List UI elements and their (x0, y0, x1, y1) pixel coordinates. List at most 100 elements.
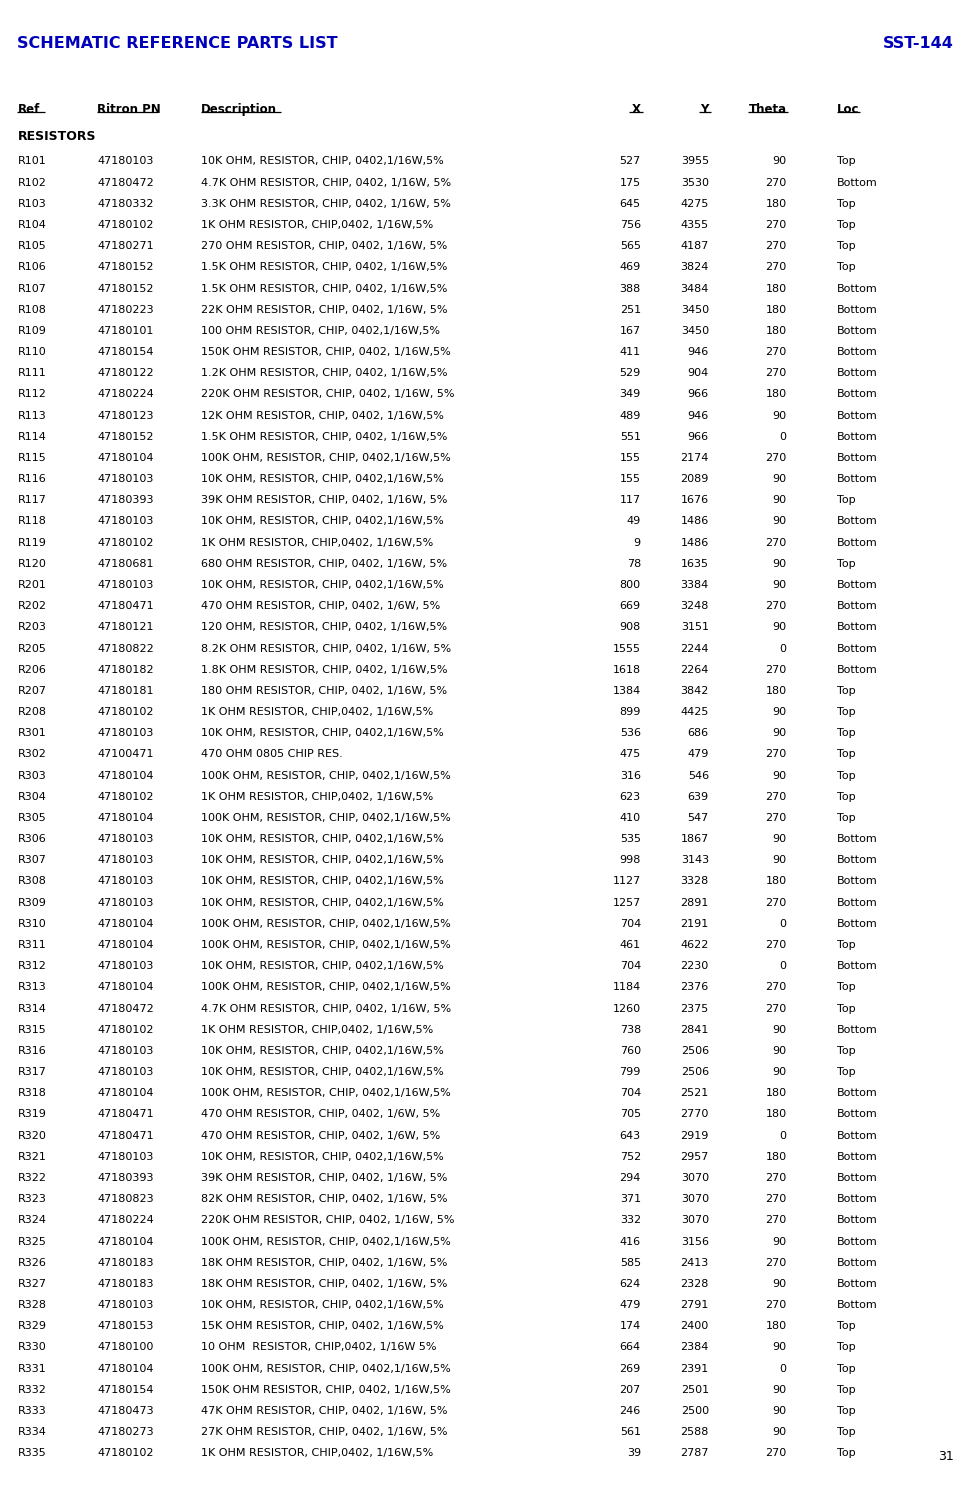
Text: 180: 180 (765, 304, 787, 314)
Text: 47180471: 47180471 (97, 1110, 153, 1119)
Text: 535: 535 (619, 834, 641, 845)
Text: R102: R102 (17, 177, 47, 188)
Text: Top: Top (837, 749, 855, 760)
Text: R118: R118 (17, 517, 47, 526)
Text: 39: 39 (626, 1448, 641, 1459)
Text: 1867: 1867 (681, 834, 709, 845)
Text: 47180104: 47180104 (97, 1088, 153, 1098)
Text: Bottom: Bottom (837, 1216, 878, 1225)
Text: 90: 90 (772, 517, 787, 526)
Text: Bottom: Bottom (837, 855, 878, 866)
Text: 47180102: 47180102 (97, 1448, 153, 1459)
Text: 47180100: 47180100 (97, 1342, 153, 1353)
Text: R103: R103 (17, 198, 47, 209)
Text: 10 OHM  RESISTOR, CHIP,0402, 1/16W 5%: 10 OHM RESISTOR, CHIP,0402, 1/16W 5% (201, 1342, 437, 1353)
Text: 18K OHM RESISTOR, CHIP, 0402, 1/16W, 5%: 18K OHM RESISTOR, CHIP, 0402, 1/16W, 5% (201, 1278, 448, 1289)
Text: 547: 547 (687, 814, 709, 822)
Text: Bottom: Bottom (837, 389, 878, 399)
Text: 10K OHM, RESISTOR, CHIP, 0402,1/16W,5%: 10K OHM, RESISTOR, CHIP, 0402,1/16W,5% (201, 876, 444, 887)
Text: R106: R106 (17, 262, 47, 273)
Text: 47180471: 47180471 (97, 600, 153, 611)
Text: Bottom: Bottom (837, 1152, 878, 1162)
Text: R305: R305 (17, 814, 47, 822)
Text: 47180103: 47180103 (97, 876, 153, 887)
Text: 270: 270 (765, 368, 787, 378)
Text: 90: 90 (772, 834, 787, 845)
Text: 536: 536 (619, 729, 641, 738)
Text: 47180103: 47180103 (97, 729, 153, 738)
Text: 639: 639 (687, 791, 709, 802)
Text: 47180393: 47180393 (97, 495, 153, 505)
Text: 90: 90 (772, 559, 787, 569)
Text: 47180104: 47180104 (97, 982, 153, 992)
Text: 47180181: 47180181 (97, 685, 153, 696)
Text: 180 OHM RESISTOR, CHIP, 0402, 1/16W, 5%: 180 OHM RESISTOR, CHIP, 0402, 1/16W, 5% (201, 685, 447, 696)
Text: 47180473: 47180473 (97, 1407, 153, 1416)
Text: 270: 270 (765, 221, 787, 229)
Text: 90: 90 (772, 770, 787, 781)
Text: 47180823: 47180823 (97, 1193, 153, 1204)
Text: 251: 251 (619, 304, 641, 314)
Text: 479: 479 (619, 1301, 641, 1310)
Text: 47180183: 47180183 (97, 1278, 153, 1289)
Text: R107: R107 (17, 283, 47, 294)
Text: 3955: 3955 (681, 156, 709, 167)
Text: 998: 998 (619, 855, 641, 866)
Text: 349: 349 (619, 389, 641, 399)
Text: 686: 686 (687, 729, 709, 738)
Text: 47180182: 47180182 (97, 665, 153, 675)
Text: 624: 624 (619, 1278, 641, 1289)
Text: 270: 270 (765, 940, 787, 951)
Text: 90: 90 (772, 729, 787, 738)
Text: 47180104: 47180104 (97, 814, 153, 822)
Text: Top: Top (837, 982, 855, 992)
Text: R110: R110 (17, 347, 47, 358)
Text: 8.2K OHM RESISTOR, CHIP, 0402, 1/16W, 5%: 8.2K OHM RESISTOR, CHIP, 0402, 1/16W, 5% (201, 644, 452, 654)
Text: 90: 90 (772, 1407, 787, 1416)
Text: 3143: 3143 (681, 855, 709, 866)
Text: Bottom: Bottom (837, 600, 878, 611)
Text: 4.7K OHM RESISTOR, CHIP, 0402, 1/16W, 5%: 4.7K OHM RESISTOR, CHIP, 0402, 1/16W, 5% (201, 177, 452, 188)
Text: 1676: 1676 (681, 495, 709, 505)
Text: Description: Description (201, 103, 277, 116)
Text: 1384: 1384 (613, 685, 641, 696)
Text: 680 OHM RESISTOR, CHIP, 0402, 1/16W, 5%: 680 OHM RESISTOR, CHIP, 0402, 1/16W, 5% (201, 559, 447, 569)
Text: 270: 270 (765, 1301, 787, 1310)
Text: R206: R206 (17, 665, 47, 675)
Text: Top: Top (837, 221, 855, 229)
Text: 10K OHM, RESISTOR, CHIP, 0402,1/16W,5%: 10K OHM, RESISTOR, CHIP, 0402,1/16W,5% (201, 156, 444, 167)
Text: 529: 529 (619, 368, 641, 378)
Text: R326: R326 (17, 1258, 47, 1268)
Text: R320: R320 (17, 1131, 47, 1141)
Text: 270: 270 (765, 814, 787, 822)
Text: 2174: 2174 (681, 453, 709, 463)
Text: 90: 90 (772, 1237, 787, 1247)
Text: 47180102: 47180102 (97, 791, 153, 802)
Text: R201: R201 (17, 580, 47, 590)
Text: 10K OHM, RESISTOR, CHIP, 0402,1/16W,5%: 10K OHM, RESISTOR, CHIP, 0402,1/16W,5% (201, 474, 444, 484)
Text: Bottom: Bottom (837, 1025, 878, 1034)
Text: 1.2K OHM RESISTOR, CHIP, 0402, 1/16W,5%: 1.2K OHM RESISTOR, CHIP, 0402, 1/16W,5% (201, 368, 448, 378)
Text: 3.3K OHM RESISTOR, CHIP, 0402, 1/16W, 5%: 3.3K OHM RESISTOR, CHIP, 0402, 1/16W, 5% (201, 198, 451, 209)
Text: 270: 270 (765, 665, 787, 675)
Text: 1127: 1127 (613, 876, 641, 887)
Text: Top: Top (837, 156, 855, 167)
Text: R333: R333 (17, 1407, 47, 1416)
Text: 180: 180 (765, 1322, 787, 1331)
Text: 388: 388 (619, 283, 641, 294)
Text: 3070: 3070 (681, 1216, 709, 1225)
Text: 966: 966 (687, 389, 709, 399)
Text: Top: Top (837, 1046, 855, 1056)
Text: 47180121: 47180121 (97, 623, 153, 632)
Text: 800: 800 (619, 580, 641, 590)
Text: 90: 90 (772, 156, 787, 167)
Text: 546: 546 (687, 770, 709, 781)
Text: R313: R313 (17, 982, 47, 992)
Text: 2376: 2376 (681, 982, 709, 992)
Text: 167: 167 (619, 326, 641, 335)
Text: R327: R327 (17, 1278, 47, 1289)
Text: 2264: 2264 (681, 665, 709, 675)
Text: 47180183: 47180183 (97, 1258, 153, 1268)
Text: 180: 180 (765, 326, 787, 335)
Text: R323: R323 (17, 1193, 47, 1204)
